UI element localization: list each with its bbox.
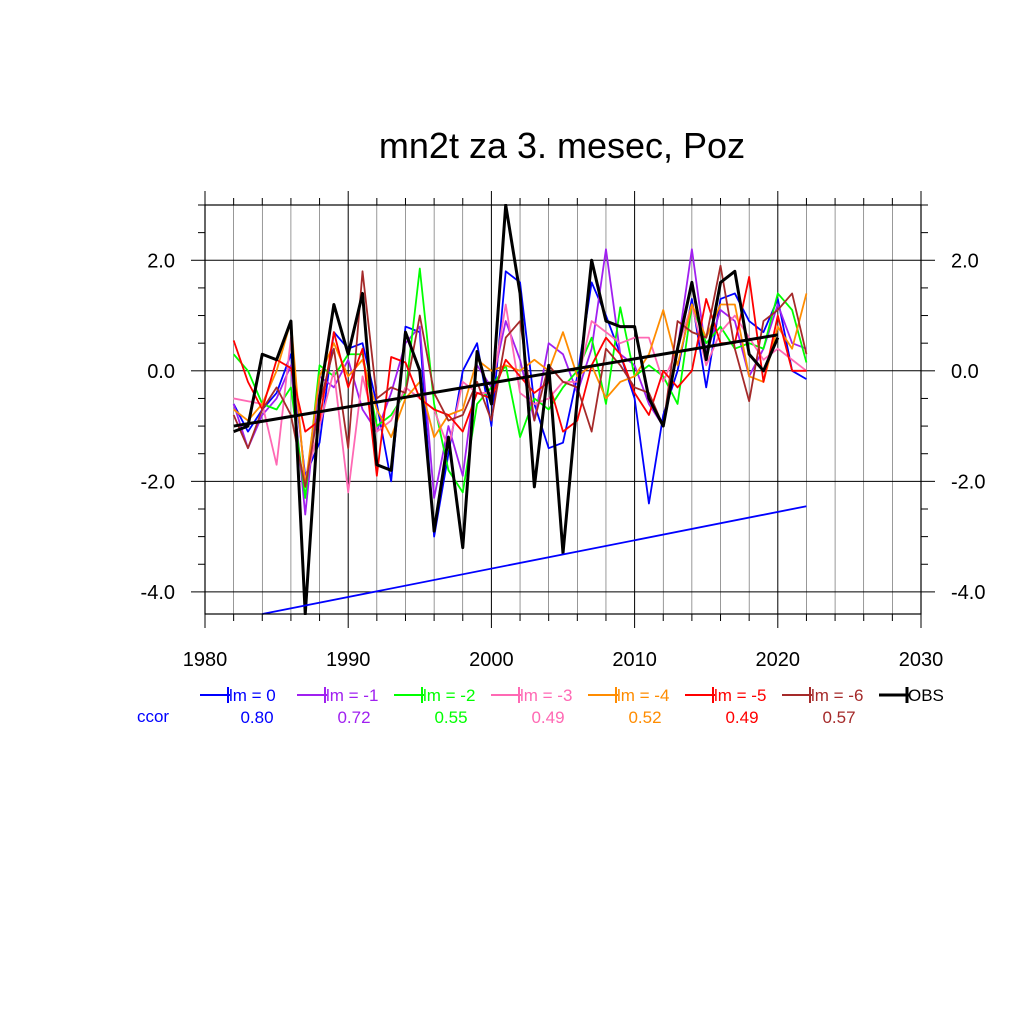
trend-line-1 xyxy=(262,505,807,615)
ccor-value: 0.49 xyxy=(725,708,758,727)
y-tick-label-right: -4.0 xyxy=(951,582,985,604)
legend-label: lm = 0 xyxy=(229,686,276,705)
legend-label: lm = -3 xyxy=(520,686,572,705)
y-tick-label-left: 2.0 xyxy=(147,250,175,272)
x-tick-label: 2030 xyxy=(899,649,944,671)
ccor-value: 0.72 xyxy=(337,708,370,727)
legend-label: lm = -1 xyxy=(326,686,378,705)
legend-label: lm = -5 xyxy=(714,686,766,705)
trend-line-0 xyxy=(233,333,779,428)
legend-label: lm = -2 xyxy=(423,686,475,705)
x-tick-label: 2020 xyxy=(756,649,801,671)
y-tick-label-right: 0.0 xyxy=(951,361,979,383)
series-line-3 xyxy=(233,303,807,494)
legend-label: lm = -6 xyxy=(811,686,863,705)
y-tick-label-left: -4.0 xyxy=(141,582,175,604)
y-tick-label-right: -2.0 xyxy=(951,471,985,493)
axes: 1980 1990 2000 2010 2020 2030 2.0 2.0 0.0 0.0 -2.0… xyxy=(141,191,985,671)
y-tick-label-right: 2.0 xyxy=(951,250,979,272)
x-tick-label: 2010 xyxy=(612,649,657,671)
ccor-label: ccor xyxy=(137,707,169,726)
y-tick-label-left: -2.0 xyxy=(141,471,175,493)
y-tick-label-left: 0.0 xyxy=(147,361,175,383)
ccor-value: 0.55 xyxy=(434,708,467,727)
legend-label: lm = -4 xyxy=(617,686,669,705)
legend-label: OBS xyxy=(908,686,944,705)
plot-border xyxy=(204,204,922,615)
legend: lm = 0 0.80 lm = -1 0.72 lm = -2 0.55 lm = -3 0… xyxy=(137,686,944,727)
ccor-value: 0.52 xyxy=(628,708,661,727)
chart-title: mn2t za 3. mesec, Poz xyxy=(379,125,745,166)
series-line-6 xyxy=(232,264,808,488)
x-tick-label: 1990 xyxy=(326,649,371,671)
ccor-value: 0.80 xyxy=(240,708,273,727)
ccor-value: 0.49 xyxy=(531,708,564,727)
ccor-value: 0.57 xyxy=(822,708,855,727)
x-tick-label: 1980 xyxy=(183,649,228,671)
x-tick-label: 2000 xyxy=(469,649,514,671)
